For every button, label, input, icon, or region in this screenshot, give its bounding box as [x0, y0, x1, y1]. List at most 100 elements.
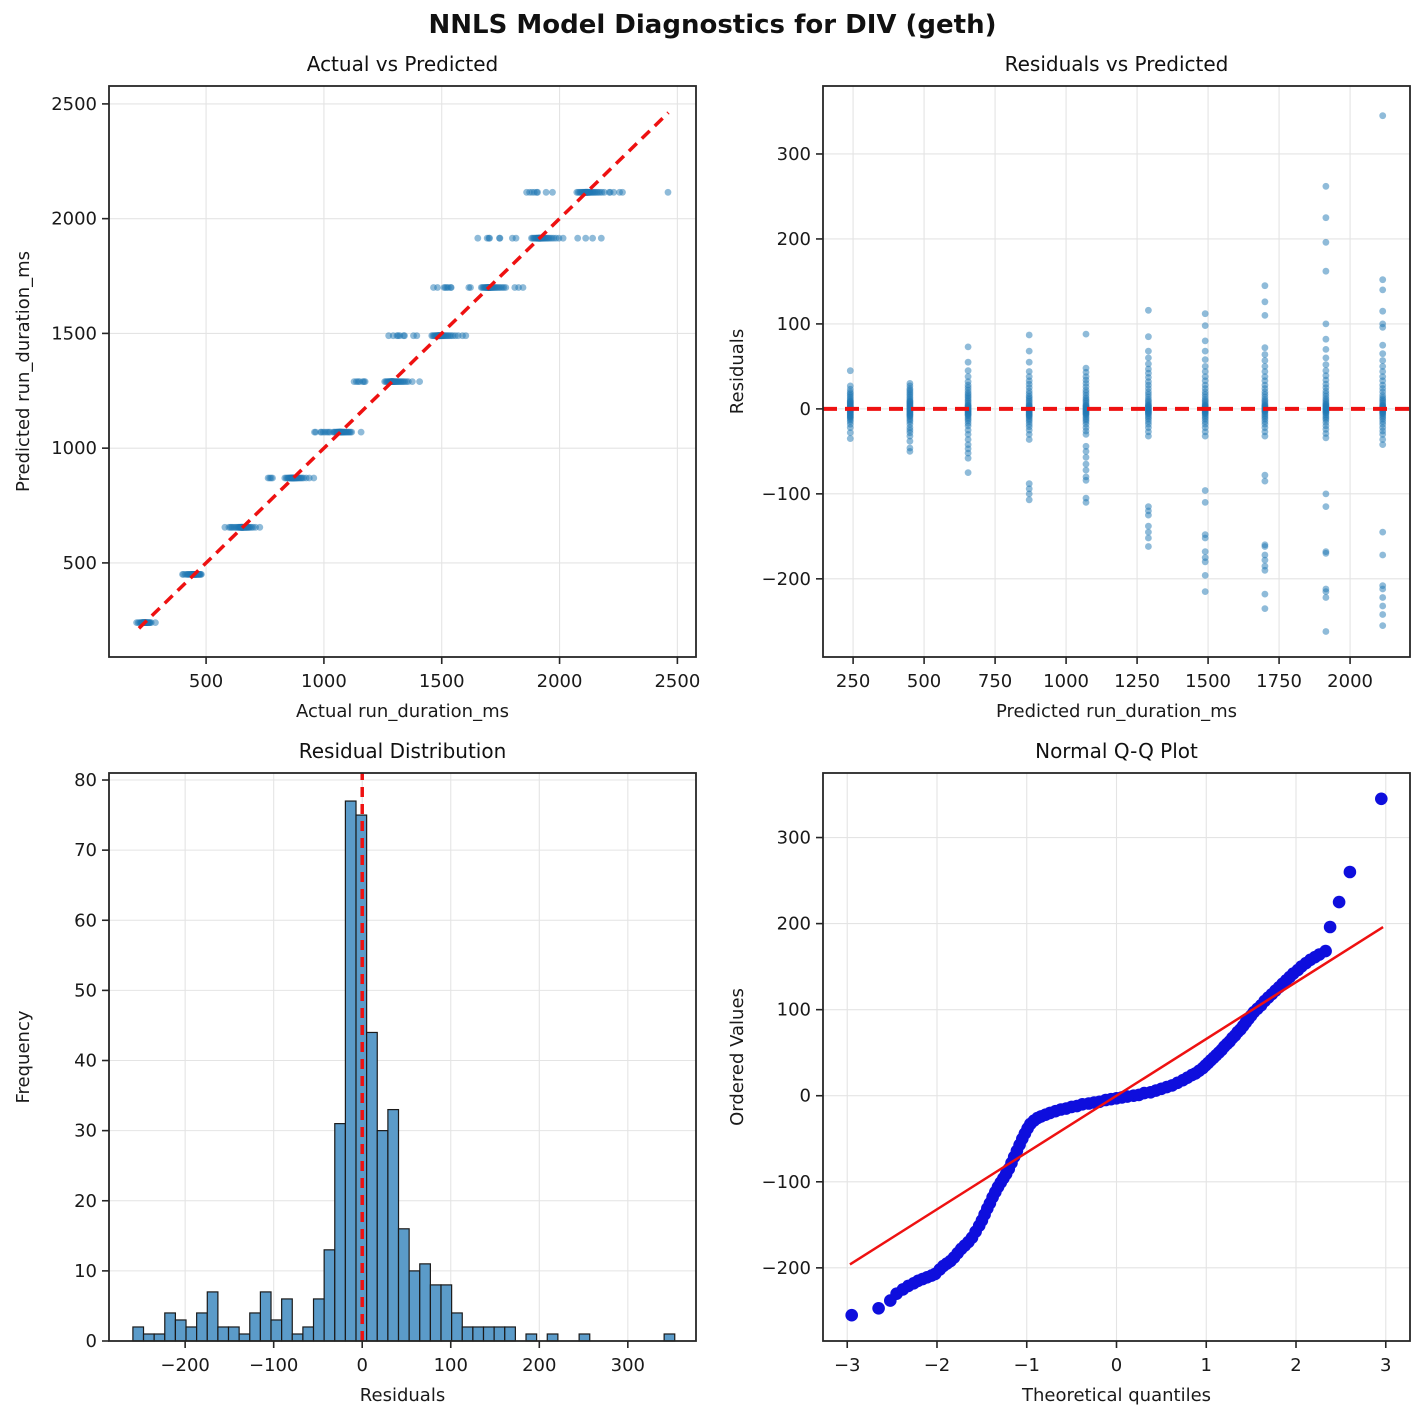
x-tick-label: 1250 [1114, 671, 1160, 692]
histogram-bar [206, 1291, 219, 1342]
data-point [1261, 363, 1269, 370]
data-point [964, 378, 972, 386]
data-point [1379, 286, 1387, 294]
qq-point [1319, 944, 1332, 958]
data-point [1322, 267, 1330, 275]
chart-actual-vs-predicted: 500 1000 1500 2000 2500 500 1000 1500 2000 2500 Ac… [13, 85, 700, 722]
x-tick-label: −3 [834, 1355, 861, 1376]
data-point [310, 474, 318, 482]
data-point [846, 382, 854, 390]
data-point [502, 284, 510, 291]
data-point [1261, 556, 1269, 564]
data-point [1379, 350, 1387, 358]
histogram-bar [196, 1312, 208, 1342]
y-tick-label: 1500 [51, 323, 97, 344]
data-point [1145, 543, 1152, 550]
data-point [1025, 358, 1033, 366]
reference-line [137, 111, 670, 630]
data-point [1201, 588, 1209, 595]
x-axis-label: Predicted run_duration_ms [996, 701, 1237, 722]
data-point [1082, 442, 1090, 450]
data-point [1379, 594, 1387, 601]
data-point [1201, 487, 1209, 494]
data-point [1201, 373, 1209, 380]
histogram-bar [132, 1326, 145, 1342]
x-tick-label: 1000 [301, 671, 347, 692]
data-point [1261, 282, 1269, 290]
x-tick-label: 1 [1201, 1355, 1212, 1376]
data-point [269, 474, 276, 482]
data-point [1379, 320, 1387, 328]
data-point [1082, 330, 1090, 338]
data-point [534, 188, 541, 196]
axes-layer: −3 −2 −1 0 1 2 3 −200 −100 0 100 200 300 Theoretical … [727, 772, 1411, 1406]
histogram-bar [376, 1130, 389, 1342]
data-point [1025, 485, 1033, 493]
histogram-bar [323, 1249, 336, 1342]
data-point [1201, 347, 1209, 355]
data-point [1379, 436, 1387, 443]
data-point [519, 284, 527, 291]
data-point [964, 367, 972, 375]
y-tick-label: 200 [777, 914, 811, 935]
histogram-bar [578, 1333, 591, 1342]
qq-point [1343, 865, 1357, 879]
x-tick-label: 1750 [1256, 671, 1302, 692]
data-point [1379, 582, 1387, 589]
data-point [1322, 628, 1330, 635]
data-point [1379, 363, 1387, 370]
data-point [1322, 346, 1330, 353]
qq-point [1375, 792, 1388, 806]
chart-residuals-vs-predicted: 250 500 750 1000 1250 1500 1750 2000 −200 −100 0 10… [727, 85, 1411, 722]
y-tick-label: 2000 [51, 209, 97, 230]
data-point [1082, 364, 1090, 372]
x-tick-label: 2000 [1327, 671, 1373, 692]
y-tick-label: 50 [74, 980, 97, 1001]
data-point [1261, 373, 1269, 380]
x-tick-label: −200 [160, 1355, 209, 1376]
x-tick-label: 750 [978, 671, 1012, 692]
histogram-bar [185, 1326, 198, 1342]
histogram-bar [312, 1298, 325, 1342]
data-point [1025, 496, 1033, 504]
data-point [1379, 611, 1387, 618]
x-tick-label: 300 [611, 1355, 645, 1376]
data-point [361, 378, 369, 385]
data-point [1082, 466, 1090, 474]
qq-point [872, 1302, 885, 1315]
figure-title: NNLS Model Diagnostics for DIV (geth) [428, 10, 997, 40]
data-point [964, 436, 972, 443]
x-axis-label: Actual run_duration_ms [296, 701, 509, 722]
histogram-bar [217, 1326, 230, 1342]
data-point [1322, 335, 1330, 343]
y-tick-label: −100 [762, 1172, 811, 1193]
data-point [1379, 373, 1387, 380]
panel-title-residual-distribution: Residual Distribution [298, 739, 507, 763]
histogram-bar [429, 1284, 442, 1342]
axes-layer: −200 −100 0 100 200 300 0 10 20 30 40 50 60 70 80 Resid… [13, 770, 697, 1406]
data-point [1322, 503, 1330, 510]
qq-point [1323, 920, 1337, 934]
plot-frame [108, 772, 697, 1342]
x-tick-label: −1 [1013, 1355, 1040, 1376]
x-axis-label: Residuals [360, 1385, 445, 1406]
data-point [1322, 238, 1330, 246]
data-point [1261, 351, 1269, 358]
data-point [846, 429, 854, 437]
x-tick-label: 250 [836, 671, 870, 692]
data-point [1322, 594, 1330, 601]
histogram-bar [504, 1326, 516, 1342]
data-point [1261, 605, 1269, 612]
data-point [906, 437, 914, 445]
data-point [1322, 354, 1330, 362]
data-point [152, 619, 159, 626]
histogram-bar [482, 1326, 495, 1342]
histogram-bar [238, 1333, 251, 1342]
data-point [1322, 490, 1330, 498]
data-point [1145, 528, 1152, 536]
data-point [1322, 320, 1330, 328]
data-point [1261, 562, 1269, 570]
y-tick-label: 0 [86, 1331, 97, 1352]
histogram-bar [461, 1326, 474, 1342]
data-point [401, 332, 408, 340]
